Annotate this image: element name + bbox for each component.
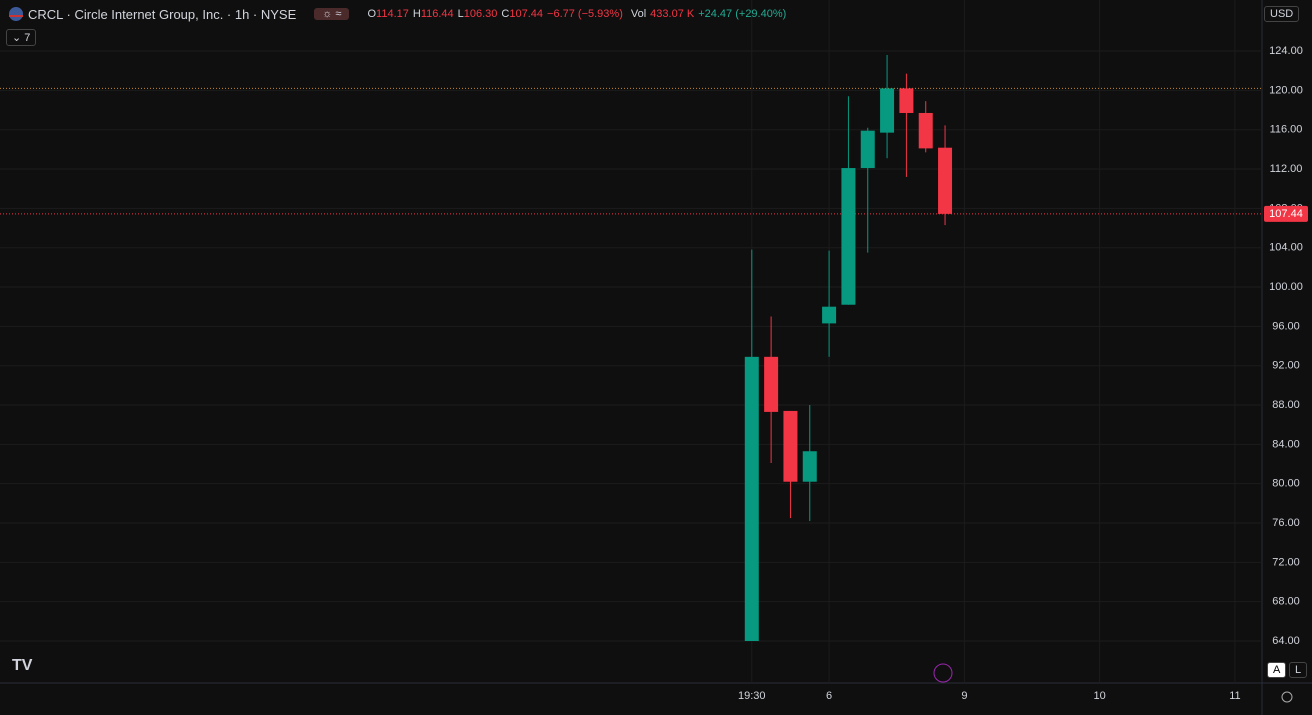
events-icon[interactable] (933, 663, 953, 683)
candle-body (802, 451, 817, 482)
y-tick-label: 116.00 (1270, 124, 1303, 136)
y-tick-label: 68.00 (1272, 596, 1300, 608)
x-tick-label: 6 (826, 690, 832, 702)
y-tick-label: 80.00 (1272, 478, 1300, 490)
c-value: 107.44 (509, 8, 544, 20)
y-tick-label: 88.00 (1272, 399, 1300, 411)
x-tick-label: 19:30 (738, 690, 766, 702)
indicators-toggle[interactable]: ⌄ 7 (6, 29, 37, 46)
l-value: 106.30 (463, 8, 498, 20)
session-badge[interactable]: ☼ ≈ (314, 8, 350, 20)
y-tick-label: 92.00 (1272, 360, 1300, 372)
last-price-tag (1264, 205, 1308, 222)
flag (9, 7, 23, 21)
x-tick-label: 11 (1229, 690, 1240, 702)
y-tick-label: 84.00 (1272, 438, 1300, 450)
candle-body (744, 356, 759, 642)
candle-body (880, 88, 895, 133)
vol-label: Vol (630, 8, 647, 20)
settings-icon[interactable] (1281, 691, 1293, 703)
y-tick-label: 100.00 (1269, 281, 1303, 293)
legend: CRCL · Circle Internet Group, Inc. · 1h … (8, 6, 786, 22)
vol-change: +24.47 (+29.40%) (698, 8, 787, 20)
h-value: 116.44 (420, 8, 454, 20)
y-tick-label: 112.00 (1270, 163, 1303, 175)
currency[interactable]: USD (1264, 6, 1300, 22)
x-tick-label: 10 (1094, 690, 1106, 702)
change: −6.77 (−5.93%) (547, 8, 623, 20)
candle-body (822, 306, 837, 324)
candle-body (841, 168, 856, 305)
c-label: C (501, 8, 510, 20)
candle-body (918, 112, 933, 149)
y-tick-label: 120.00 (1269, 84, 1303, 96)
x-tick-label: 9 (961, 690, 967, 702)
symbol[interactable]: CRCL · Circle Internet Group, Inc. · 1h … (28, 6, 297, 22)
last-price-label: 107.44 (1269, 208, 1303, 220)
l-label: L (457, 8, 464, 20)
y-tick-label: 72.00 (1272, 556, 1300, 568)
o-value: 114.17 (376, 8, 409, 20)
log-button[interactable]: L (1289, 662, 1308, 678)
vol-value: 433.07 K (650, 8, 695, 20)
candle-body (764, 356, 779, 412)
y-tick-label: 104.00 (1269, 242, 1303, 254)
logo: TV (12, 657, 33, 674)
y-tick-label: 124.00 (1269, 45, 1303, 57)
candle-body (860, 130, 875, 169)
h-label: H (412, 8, 421, 20)
o-label: O (367, 8, 377, 20)
candle-body (899, 88, 914, 113)
y-tick-label: 96.00 (1272, 320, 1300, 332)
auto-button[interactable]: A (1267, 662, 1287, 678)
y-tick-label: 64.00 (1272, 635, 1300, 647)
candle-body (783, 410, 798, 482)
y-tick-label: 76.00 (1272, 517, 1300, 529)
indicator-count: 7 (24, 32, 31, 44)
candle-body (938, 147, 953, 214)
